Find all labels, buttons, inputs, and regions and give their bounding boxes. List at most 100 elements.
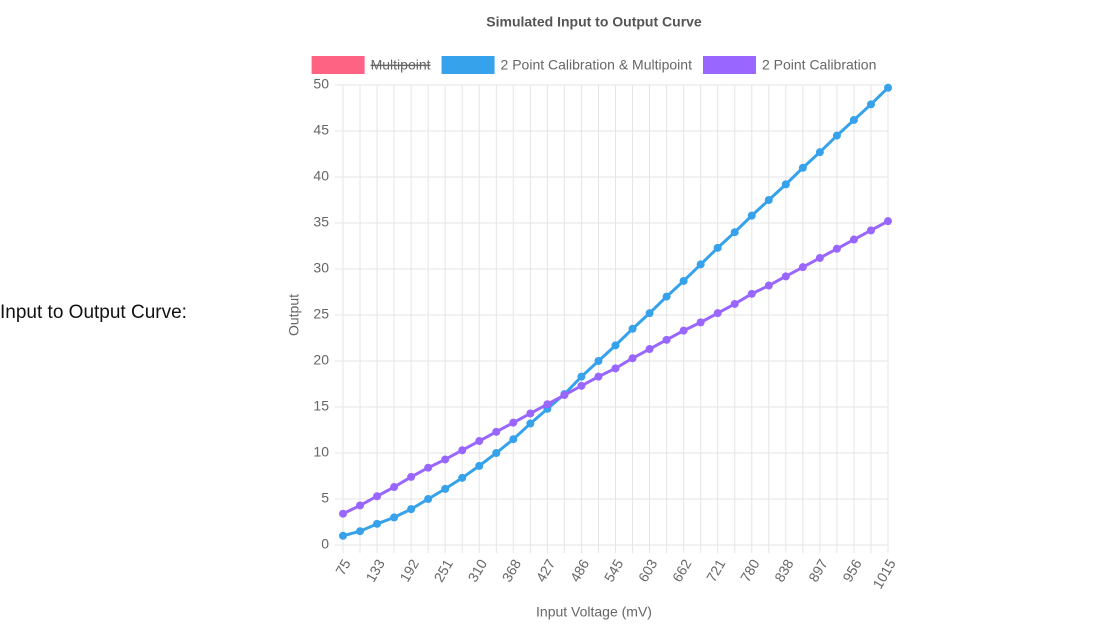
legend-item: 2 Point Calibration & Multipoint (441, 56, 693, 74)
x-tick-label: 75 (332, 556, 354, 578)
data-point (373, 519, 382, 528)
data-point (713, 309, 722, 318)
field-label: Input to Output Curve: (0, 302, 187, 323)
legend-item: Multipoint (311, 56, 431, 74)
x-tick-label: 603 (635, 556, 661, 584)
data-point (781, 272, 790, 281)
data-point (543, 400, 552, 409)
data-point (884, 217, 892, 226)
data-point (492, 427, 501, 436)
data-point (390, 513, 399, 522)
data-point (407, 505, 416, 514)
data-point (679, 326, 688, 335)
x-tick-label: 662 (669, 556, 695, 584)
data-point (628, 324, 637, 333)
data-point (492, 449, 501, 457)
x-tick-label: 780 (737, 556, 763, 584)
x-tick-label: 192 (396, 556, 422, 584)
y-tick-label: 0 (321, 536, 329, 552)
data-point (373, 492, 382, 501)
data-point (764, 281, 773, 290)
y-tick-label: 15 (313, 398, 329, 414)
data-point (866, 100, 875, 109)
y-tick-label: 35 (313, 214, 329, 230)
legend-item: 2 Point Calibration (702, 56, 876, 74)
data-point (747, 211, 756, 220)
data-point (424, 495, 433, 503)
data-point (458, 473, 467, 482)
data-point (526, 409, 535, 418)
x-tick-label: 427 (533, 556, 559, 584)
x-tick-label: 545 (601, 556, 627, 584)
data-point (424, 463, 433, 472)
data-point (458, 446, 467, 455)
x-tick-label: 486 (567, 556, 593, 584)
y-tick-label: 30 (313, 260, 329, 276)
data-point (509, 435, 518, 444)
data-point (798, 263, 807, 272)
x-tick-label: 897 (805, 556, 831, 584)
data-point (390, 483, 399, 492)
legend-swatch (702, 56, 756, 74)
x-tick-label: 838 (771, 556, 797, 584)
data-point (696, 260, 705, 269)
data-point (730, 299, 739, 308)
legend-label: 2 Point Calibration & Multipoint (501, 57, 693, 73)
x-tick-label: 368 (499, 556, 525, 584)
data-point (747, 289, 756, 298)
legend-swatch (441, 56, 495, 74)
x-axis-title: Input Voltage (mV) (536, 604, 652, 620)
x-tick-label: 956 (839, 556, 865, 584)
data-point (475, 437, 484, 446)
data-point (611, 364, 620, 373)
y-axis-title: Output (286, 294, 302, 336)
data-point (730, 228, 739, 237)
legend-label: Multipoint (371, 57, 431, 73)
data-point (866, 226, 875, 235)
data-point (662, 335, 671, 344)
data-point (832, 131, 841, 140)
chart-title: Simulated Input to Output Curve (486, 14, 702, 30)
data-point (577, 381, 586, 390)
y-tick-label: 50 (313, 76, 329, 92)
x-tick-label: 721 (703, 556, 729, 584)
y-tick-label: 45 (313, 122, 329, 138)
legend-swatch (311, 56, 365, 74)
data-point (815, 148, 824, 157)
data-point (662, 292, 671, 301)
data-point (560, 391, 569, 400)
data-point (441, 484, 450, 493)
data-point (339, 509, 347, 518)
y-tick-label: 5 (321, 490, 329, 506)
data-point (764, 196, 773, 204)
y-tick-label: 20 (313, 352, 329, 368)
data-point (696, 318, 705, 327)
data-point (781, 180, 790, 189)
data-point (713, 243, 722, 252)
y-tick-label: 25 (313, 306, 329, 322)
x-tick-label: 133 (362, 556, 388, 584)
x-tick-label: 310 (465, 556, 491, 584)
data-point (339, 531, 347, 540)
data-point (884, 83, 892, 92)
data-point (815, 253, 824, 262)
data-point (594, 372, 603, 381)
data-point (441, 455, 450, 464)
data-point (628, 354, 637, 363)
data-point (594, 357, 603, 365)
legend-label: 2 Point Calibration (762, 57, 876, 73)
x-tick-label: 251 (430, 556, 456, 584)
data-point (798, 163, 807, 172)
data-point (849, 235, 858, 244)
y-tick-label: 40 (313, 168, 329, 184)
x-tick-label: 1015 (869, 556, 899, 591)
data-point (356, 501, 365, 510)
data-point (475, 461, 484, 470)
data-point (679, 276, 688, 285)
data-point (526, 419, 535, 428)
data-point (611, 341, 620, 350)
data-point (356, 527, 365, 536)
data-point (509, 418, 518, 427)
